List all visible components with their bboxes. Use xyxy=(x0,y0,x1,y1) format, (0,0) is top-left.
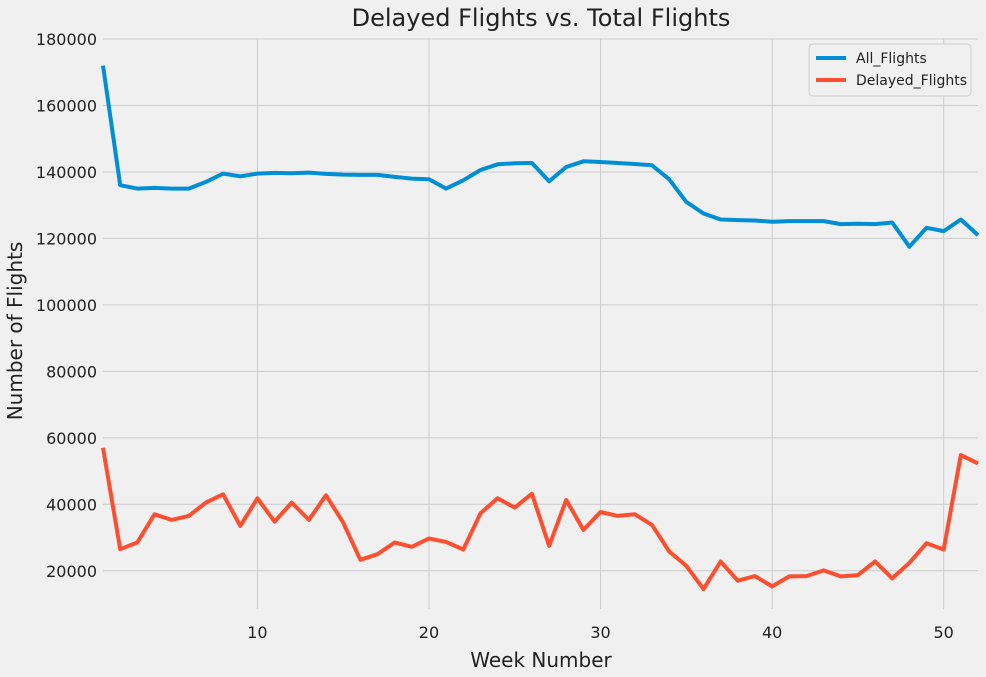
legend: All_Flights Delayed_Flights xyxy=(808,43,972,97)
y-tick-label: 80000 xyxy=(46,362,97,381)
y-tick-label: 180000 xyxy=(36,30,97,49)
x-axis-label: Week Number xyxy=(470,648,612,672)
x-tick-label: 50 xyxy=(934,623,954,642)
x-tick-labels: 10 20 30 40 50 xyxy=(247,623,954,642)
series-layer xyxy=(101,65,980,592)
y-tick-label: 20000 xyxy=(46,562,97,581)
y-tick-labels: 20000 40000 60000 80000 100000 120000 140000 16… xyxy=(36,30,97,581)
x-tick-label: 20 xyxy=(419,623,439,642)
legend-label: Delayed_Flights xyxy=(856,73,967,89)
x-tick-label: 10 xyxy=(247,623,267,642)
y-tick-label: 140000 xyxy=(36,163,97,182)
y-tick-label: 100000 xyxy=(36,296,97,315)
y-axis-label: Number of Flights xyxy=(3,242,27,421)
chart-title: Delayed Flights vs. Total Flights xyxy=(352,4,731,32)
x-tick-label: 30 xyxy=(590,623,610,642)
y-tick-label: 40000 xyxy=(46,495,97,514)
x-tick-label: 40 xyxy=(762,623,782,642)
legend-box xyxy=(808,43,972,97)
legend-label: All_Flights xyxy=(856,51,927,67)
grid-lines xyxy=(103,38,978,609)
series-line-all-flights xyxy=(101,65,980,249)
y-tick-label: 160000 xyxy=(36,96,97,115)
y-tick-label: 60000 xyxy=(46,429,97,448)
series-line-delayed-flights xyxy=(101,447,979,592)
y-tick-label: 120000 xyxy=(36,229,97,248)
